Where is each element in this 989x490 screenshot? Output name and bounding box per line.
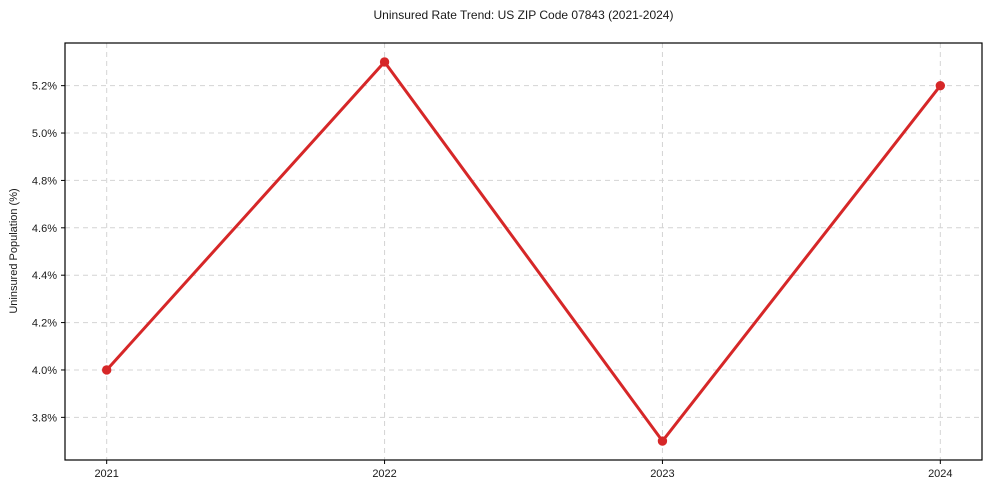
data-point-2023 — [657, 436, 668, 446]
y-axis-label: Uninsured Population (%) — [8, 188, 20, 314]
trend-line — [105, 60, 942, 443]
x-tick-label: 2021 — [94, 468, 118, 480]
plot-border — [64, 42, 983, 461]
data-point-2024 — [935, 80, 946, 91]
y-tick-label: 5.0% — [32, 128, 57, 140]
y-tick-label: 5.2% — [32, 81, 57, 93]
x-tick-label: 2024 — [928, 468, 952, 480]
y-tick-label: 4.4% — [32, 270, 57, 282]
data-point-2022 — [379, 57, 390, 67]
y-tick-label: 4.2% — [32, 318, 57, 330]
y-tick-label: 4.6% — [32, 223, 57, 235]
chart-title: Uninsured Rate Trend: US ZIP Code 07843 … — [373, 8, 674, 22]
data-point-2021 — [101, 365, 112, 375]
y-tick-label: 4.8% — [32, 175, 57, 187]
y-tick-label: 3.8% — [32, 412, 57, 424]
x-tick-label: 2022 — [372, 468, 396, 480]
y-tick-label: 4.0% — [32, 365, 57, 377]
x-tick-label: 2023 — [650, 468, 674, 480]
